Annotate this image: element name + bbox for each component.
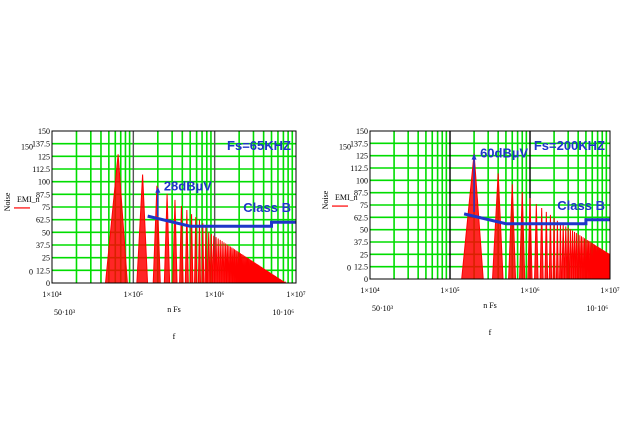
x-tick-label: 1×10⁴ [360,286,380,295]
y-extra-label: 0 [29,267,33,276]
y-extra-label: 0 [347,264,351,273]
y-tick-label: 150 [356,127,368,136]
y-axis-label: Noise [3,192,12,211]
y-extra-label: 150 [21,143,33,152]
y-tick-label: 150 [38,127,50,136]
y-tick-label: 125 [38,152,50,161]
y-tick-label: 50 [360,226,368,235]
x-axis-label: n Fs [167,305,181,314]
arrow-head-icon [471,153,477,160]
x-extra-label: 10·10⁶ [273,308,295,317]
y-tick-label: 62.5 [36,216,50,225]
y-tick-label: 37.5 [354,238,368,247]
x-axis-label-f: f [173,332,176,341]
emi-spike [204,225,208,284]
x-tick-label: 1×10⁷ [286,290,306,299]
y-tick-label: 75 [42,203,50,212]
y-tick-label: 62.5 [354,213,368,222]
y-tick-label: 0 [46,279,50,288]
y-tick-label: 75 [360,201,368,210]
y-tick-label: 0 [364,275,368,284]
y-axis-label: Noise [321,190,330,209]
x-tick-label: 1×10⁶ [205,290,225,299]
class-b-label: Class B [557,198,605,213]
y-tick-label: 100 [38,178,50,187]
legend-label: EMI_n [17,195,40,204]
y-tick-label: 137.5 [32,140,50,149]
chart-title: Fs=65KHZ [227,138,291,153]
x-tick-label: 1×10⁵ [440,286,460,295]
y-tick-label: 37.5 [36,241,50,250]
y-tick-label: 125 [356,152,368,161]
y-tick-label: 12.5 [354,263,368,272]
y-tick-label: 87.5 [36,190,50,199]
y-tick-label: 137.5 [350,139,368,148]
emi-spike [559,222,562,280]
y-tick-label: 87.5 [354,189,368,198]
plot-border [51,130,297,284]
x-tick-label: 1×10⁴ [42,290,62,299]
delta-label: 28dBµV [164,179,212,194]
y-tick-label: 12.5 [36,266,50,275]
x-extra-label: 50·10³ [54,308,76,317]
legend-label: EMI_n [335,193,358,202]
arrow-head-icon [155,186,161,193]
x-extra-label: 10·10⁶ [587,304,609,313]
class-b-limit-line [147,214,296,228]
x-axis-label: n Fs [483,301,497,310]
y-tick-label: 25 [42,254,50,263]
class-b-label: Class B [243,200,291,215]
y-tick-label: 100 [356,176,368,185]
x-tick-label: 1×10⁷ [600,286,620,295]
x-axis-label-f: f [489,328,492,337]
plot-border [369,130,611,280]
y-tick-label: 50 [42,228,50,237]
chart-title: Fs=200KHZ [534,138,605,153]
delta-label: 60dBµV [480,146,528,161]
x-extra-label: 50·10³ [372,304,394,313]
y-tick-label: 25 [360,250,368,259]
y-extra-label: 150 [339,142,351,151]
x-tick-label: 1×10⁵ [124,290,144,299]
y-tick-label: 112.5 [350,164,368,173]
x-tick-label: 1×10⁶ [520,286,540,295]
class-b-limit-line [463,212,610,226]
y-tick-label: 112.5 [32,165,50,174]
